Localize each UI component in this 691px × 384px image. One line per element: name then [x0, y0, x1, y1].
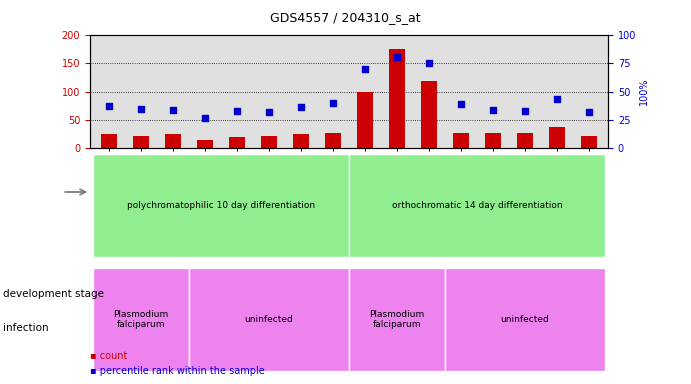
Point — [487, 107, 498, 113]
Point — [231, 108, 243, 114]
Text: GDS4557 / 204310_s_at: GDS4557 / 204310_s_at — [270, 12, 421, 25]
Point — [583, 109, 594, 115]
Point — [455, 101, 466, 107]
Y-axis label: 100%: 100% — [639, 78, 649, 105]
Bar — [549, 127, 565, 149]
Bar — [165, 134, 181, 149]
Point — [424, 60, 435, 66]
Bar — [197, 140, 213, 149]
Point — [167, 107, 178, 113]
Text: orthochromatic 14 day differentiation: orthochromatic 14 day differentiation — [392, 201, 562, 210]
Point — [104, 103, 115, 109]
Text: ▪ count: ▪ count — [90, 351, 127, 361]
Bar — [325, 133, 341, 149]
Bar — [101, 134, 117, 149]
Point — [359, 66, 370, 72]
FancyBboxPatch shape — [93, 154, 349, 257]
Bar — [421, 81, 437, 149]
Bar — [453, 132, 469, 149]
Point — [551, 96, 562, 103]
Bar — [293, 134, 309, 149]
Text: ▪ percentile rank within the sample: ▪ percentile rank within the sample — [90, 366, 265, 376]
Bar — [517, 133, 533, 149]
Point — [328, 100, 339, 106]
Bar — [229, 137, 245, 149]
Bar — [581, 136, 597, 149]
Point — [391, 54, 402, 60]
Text: Plasmodium
falciparum: Plasmodium falciparum — [113, 310, 169, 329]
FancyBboxPatch shape — [93, 268, 189, 371]
FancyBboxPatch shape — [189, 268, 349, 371]
Point — [200, 115, 211, 121]
Text: polychromatophilic 10 day differentiation: polychromatophilic 10 day differentiatio… — [127, 201, 315, 210]
Bar — [261, 136, 277, 149]
Text: infection: infection — [3, 323, 49, 333]
Bar — [389, 49, 405, 149]
FancyBboxPatch shape — [349, 268, 445, 371]
Text: development stage: development stage — [3, 289, 104, 299]
Text: uninfected: uninfected — [500, 315, 549, 324]
Point — [520, 108, 531, 114]
FancyBboxPatch shape — [349, 154, 605, 257]
FancyBboxPatch shape — [445, 268, 605, 371]
Bar — [357, 91, 373, 149]
Text: uninfected: uninfected — [245, 315, 294, 324]
Point — [263, 109, 274, 115]
Point — [135, 106, 146, 112]
Text: Plasmodium
falciparum: Plasmodium falciparum — [369, 310, 424, 329]
Bar — [133, 136, 149, 149]
Point — [296, 104, 307, 111]
Bar — [485, 133, 501, 149]
